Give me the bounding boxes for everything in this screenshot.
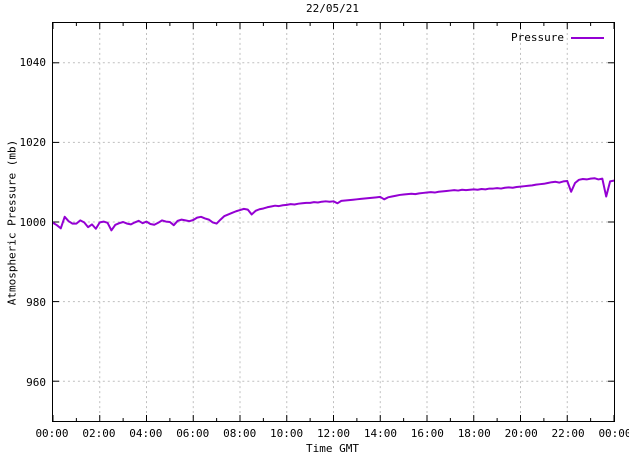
y-tick-label: 1040 [19,56,47,69]
x-tick-label: 02:00 [82,427,116,440]
y-tick-label: 1000 [19,216,47,229]
pressure-line [53,177,614,232]
x-tick-label: 06:00 [176,427,210,440]
legend-label: Pressure [511,31,564,44]
x-tick-label: 00:00 [598,427,629,440]
legend-line-sample [571,36,604,39]
plot-area: Pressure [52,22,615,422]
chart-title: 22/05/21 [306,2,359,15]
x-tick-label: 04:00 [129,427,163,440]
x-tick-label: 12:00 [316,427,351,440]
x-tick-label: 08:00 [223,427,257,440]
y-tick-label: 960 [26,376,46,389]
x-tick-label: 18:00 [457,427,491,440]
x-axis-title: Time GMT [306,442,359,455]
x-tick-label: 00:00 [35,427,69,440]
x-tick-label: 22:00 [551,427,585,440]
legend: Pressure [511,31,604,44]
x-tick-label: 10:00 [270,427,304,440]
x-tick-label: 20:00 [504,427,538,440]
x-tick-label: 14:00 [363,427,397,440]
y-tick-label: 980 [26,296,46,309]
y-tick-label: 1020 [19,136,47,149]
x-tick-label: 16:00 [410,427,444,440]
plot-svg [53,23,614,421]
